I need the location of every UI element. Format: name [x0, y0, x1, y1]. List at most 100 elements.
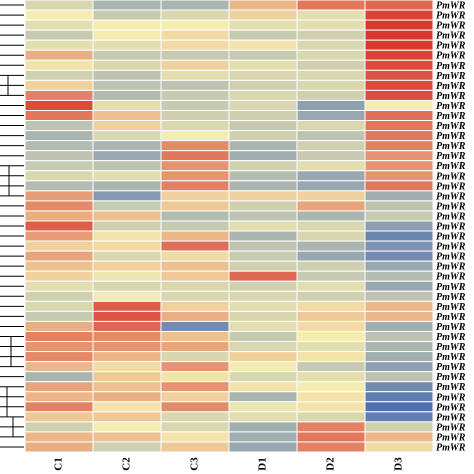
heatmap-cell-r29-d2 [296, 280, 366, 292]
heatmap-cell-r41-c3 [160, 401, 230, 413]
row-label: PmWR [436, 51, 466, 62]
heatmap-cell-r35-d1 [228, 341, 298, 353]
heatmap-cell-r25-d2 [296, 240, 366, 252]
heatmap-cell-r45-c3 [160, 441, 230, 453]
heatmap-cell-r5-d3 [364, 39, 434, 51]
heatmap-cell-r31-c3 [160, 300, 230, 312]
heatmap-cell-r14-c1 [24, 130, 94, 142]
heatmap-cell-r45-c1 [24, 441, 94, 453]
heatmap-cell-r20-d3 [364, 190, 434, 202]
heatmap-cell-r28-d2 [296, 270, 366, 282]
heatmap-cell-r38-c1 [24, 371, 94, 383]
heatmap-cell-r44-c2 [92, 431, 162, 443]
heatmap-cell-r15-d2 [296, 140, 366, 152]
row-label: PmWR [436, 342, 466, 353]
heatmap-cell-r40-d1 [228, 391, 298, 403]
column-label-c1: C1 [53, 457, 65, 470]
heatmap-cell-r35-c1 [24, 341, 94, 353]
heatmap-cell-r2-d1 [228, 9, 298, 21]
heatmap-cell-r33-d1 [228, 320, 298, 332]
heatmap-cell-r23-c2 [92, 220, 162, 232]
heatmap-cell-r44-d3 [364, 431, 434, 443]
row-label: PmWR [436, 211, 466, 222]
row-label: PmWR [436, 21, 466, 32]
heatmap-cell-r38-d1 [228, 371, 298, 383]
heatmap-cell-r4-c2 [92, 29, 162, 41]
heatmap-cell-r31-d2 [296, 300, 366, 312]
row-label: PmWR [436, 171, 466, 182]
row-label: PmWR [436, 282, 466, 293]
row-label: PmWR [436, 71, 466, 82]
heatmap-cell-r14-d1 [228, 130, 298, 142]
heatmap-cell-r43-d2 [296, 421, 366, 433]
heatmap-cell-r33-c3 [160, 320, 230, 332]
heatmap-cell-r24-d3 [364, 230, 434, 242]
row-label: PmWR [436, 61, 466, 72]
heatmap-cell-r37-c3 [160, 361, 230, 373]
heatmap-cell-r35-d3 [364, 341, 434, 353]
heatmap-cell-r36-d3 [364, 351, 434, 363]
heatmap-cell-r3-c3 [160, 19, 230, 31]
heatmap-cell-r17-d1 [228, 160, 298, 172]
row-label: PmWR [436, 111, 466, 122]
heatmap-cell-r40-d2 [296, 391, 366, 403]
heatmap-cell-r42-c2 [92, 411, 162, 423]
heatmap-cell-r15-c2 [92, 140, 162, 152]
heatmap-cell-r26-d3 [364, 250, 434, 262]
heatmap-cell-r24-c2 [92, 230, 162, 242]
row-label: PmWR [436, 91, 466, 102]
heatmap-cell-r40-c1 [24, 391, 94, 403]
heatmap-cell-r38-c2 [92, 371, 162, 383]
row-label: PmWR [436, 372, 466, 383]
heatmap-cell-r36-d2 [296, 351, 366, 363]
heatmap-cell-r2-c3 [160, 9, 230, 21]
heatmap-cell-r12-c3 [160, 109, 230, 122]
heatmap-cell-r10-d2 [296, 89, 366, 101]
heatmap-cell-r27-d1 [228, 260, 298, 272]
heatmap-cell-r43-d3 [364, 421, 434, 433]
heatmap-cell-r23-d3 [364, 220, 434, 232]
heatmap-cell-r13-d3 [364, 120, 434, 132]
heatmap-cell-r16-c3 [160, 150, 230, 162]
heatmap-cell-r28-c3 [160, 270, 230, 282]
heatmap-cell-r23-d2 [296, 220, 366, 232]
heatmap-cell-r12-c1 [24, 109, 94, 122]
heatmap-cell-r21-c2 [92, 200, 162, 212]
heatmap-cell-r36-d1 [228, 351, 298, 363]
heatmap-cell-r14-c3 [160, 130, 230, 142]
heatmap-cell-r32-d3 [364, 310, 434, 322]
heatmap-cell-r9-d1 [228, 79, 298, 91]
heatmap-cell-r1-d3 [364, 0, 434, 11]
heatmap-cell-r39-d2 [296, 381, 366, 393]
heatmap-cell-r2-d2 [296, 9, 366, 21]
column-label-c2: C2 [121, 457, 133, 471]
heatmap-cell-r41-d3 [364, 401, 434, 413]
heatmap-cell-r1-c3 [160, 0, 230, 11]
heatmap-cell-r20-d2 [296, 190, 366, 202]
heatmap-cell-r37-c2 [92, 361, 162, 373]
heatmap-cell-r42-c1 [24, 411, 94, 423]
heatmap-cell-r10-d1 [228, 89, 298, 101]
heatmap-cell-r21-c3 [160, 200, 230, 212]
heatmap-cell-r3-d2 [296, 19, 366, 31]
heatmap-cell-r15-d3 [364, 140, 434, 152]
heatmap-cell-r37-d2 [296, 361, 366, 373]
row-label: PmWR [436, 302, 466, 313]
column-label-c3: C3 [189, 457, 201, 471]
heatmap-cell-r31-d1 [228, 300, 298, 312]
row-label: PmWR [436, 161, 466, 172]
heatmap-cell-r16-d1 [228, 150, 298, 162]
heatmap-cell-r15-c1 [24, 140, 94, 152]
heatmap-cell-r19-d3 [364, 180, 434, 192]
heatmap-cell-r29-d3 [364, 280, 434, 292]
heatmap-cell-r15-d1 [228, 140, 298, 152]
heatmap-cell-r28-d1 [228, 270, 298, 282]
heatmap-cell-r8-c1 [24, 69, 94, 81]
heatmap-cell-r17-d3 [364, 160, 434, 172]
heatmap-cell-r39-d3 [364, 381, 434, 393]
heatmap-cell-r30-d3 [364, 290, 434, 302]
heatmap-cell-r32-d1 [228, 310, 298, 322]
heatmap-cell-r34-d3 [364, 330, 434, 343]
row-label: PmWR [436, 432, 466, 443]
row-label: PmWR [436, 252, 466, 263]
